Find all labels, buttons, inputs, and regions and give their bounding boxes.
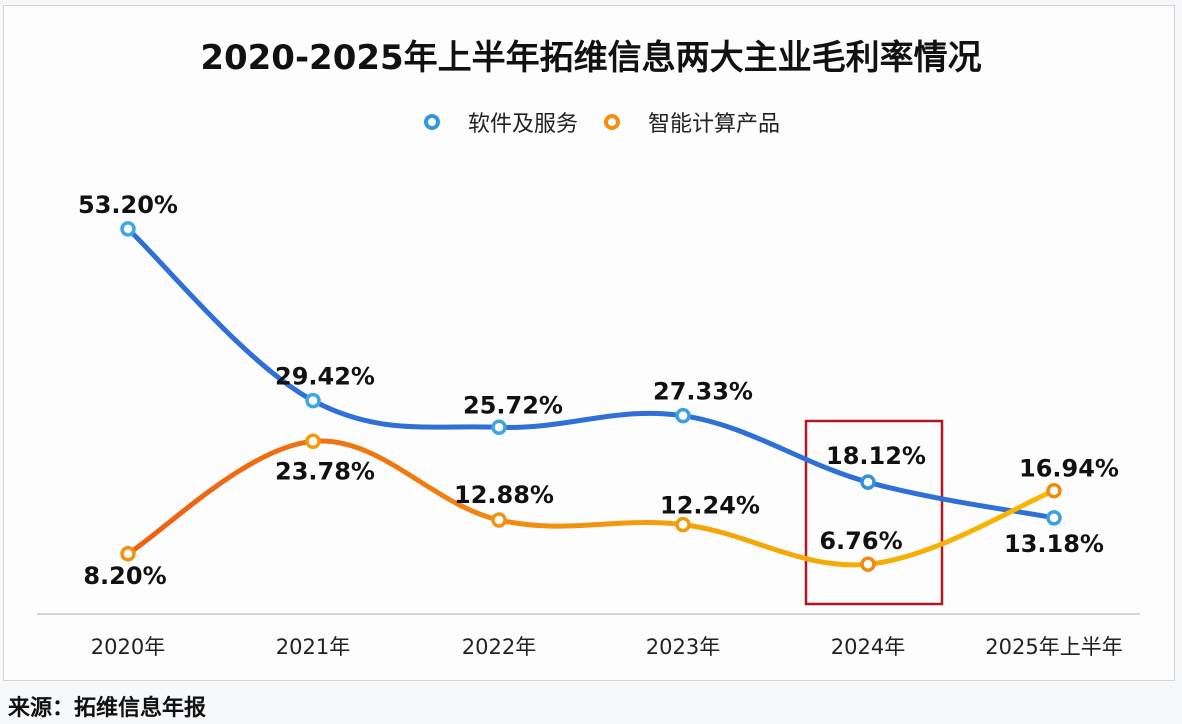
x-tick-label-0: 2020年: [91, 635, 165, 659]
data-point-software-services-1[interactable]: [305, 392, 321, 409]
data-label-software-services-2: 25.72%: [463, 391, 563, 419]
legend-label-software: 软件及服务: [467, 112, 578, 137]
data-label-smart-computing-4: 6.76%: [819, 527, 902, 555]
data-label-smart-computing-3: 12.24%: [660, 492, 760, 520]
data-label-software-services-4: 18.12%: [826, 442, 926, 470]
data-point-smart-computing-4[interactable]: [860, 556, 876, 572]
data-label-smart-computing-5: 16.94%: [1019, 455, 1119, 483]
data-point-smart-computing-3[interactable]: [675, 516, 691, 533]
data-point-smart-computing-2[interactable]: [491, 512, 507, 528]
data-label-software-services-5: 13.18%: [1004, 530, 1104, 558]
x-tick-label-2: 2022年: [462, 635, 536, 659]
data-label-software-services-3: 27.33%: [653, 378, 753, 406]
data-point-smart-computing-5[interactable]: [1046, 482, 1062, 499]
legend-item-software-services[interactable]: 软件及服务: [401, 106, 578, 138]
series-line-software-services: [125, 226, 1057, 521]
data-label-software-services-0: 53.20%: [78, 191, 178, 219]
highlight-box-2024: [804, 419, 944, 606]
data-point-smart-computing-0[interactable]: [120, 546, 136, 562]
data-label-smart-computing-1: 23.78%: [275, 457, 375, 485]
x-tick-label-3: 2023年: [646, 635, 720, 659]
data-point-software-services-3[interactable]: [675, 407, 691, 424]
data-point-smart-computing-1[interactable]: [305, 433, 321, 450]
data-point-software-services-5[interactable]: [1046, 510, 1062, 526]
data-point-software-services-0[interactable]: [120, 221, 136, 237]
source-note: 来源：拓维信息年报: [8, 696, 207, 721]
legend-item-smart-computing[interactable]: 智能计算产品: [582, 106, 780, 138]
x-tick-label-5: 2025年上半年: [985, 635, 1122, 659]
legend: 软件及服务 智能计算产品: [0, 106, 1182, 138]
legend-marker-software-icon: [401, 114, 462, 130]
series-line-smart-computing: [125, 438, 1057, 568]
data-label-smart-computing-2: 12.88%: [454, 481, 554, 509]
data-point-software-services-4[interactable]: [860, 474, 876, 490]
legend-label-computing: 智能计算产品: [648, 112, 781, 137]
data-point-software-services-2[interactable]: [491, 419, 507, 436]
chart-title: 2020-2025年上半年拓维信息两大主业毛利率情况: [200, 38, 982, 78]
chart-panel: [3, 5, 1175, 681]
x-tick-label-4: 2024年: [831, 635, 905, 659]
legend-marker-computing-icon: [582, 114, 642, 130]
x-tick-label-1: 2021年: [276, 635, 350, 659]
data-label-software-services-1: 29.42%: [275, 363, 375, 391]
data-label-smart-computing-0: 8.20%: [83, 562, 166, 590]
